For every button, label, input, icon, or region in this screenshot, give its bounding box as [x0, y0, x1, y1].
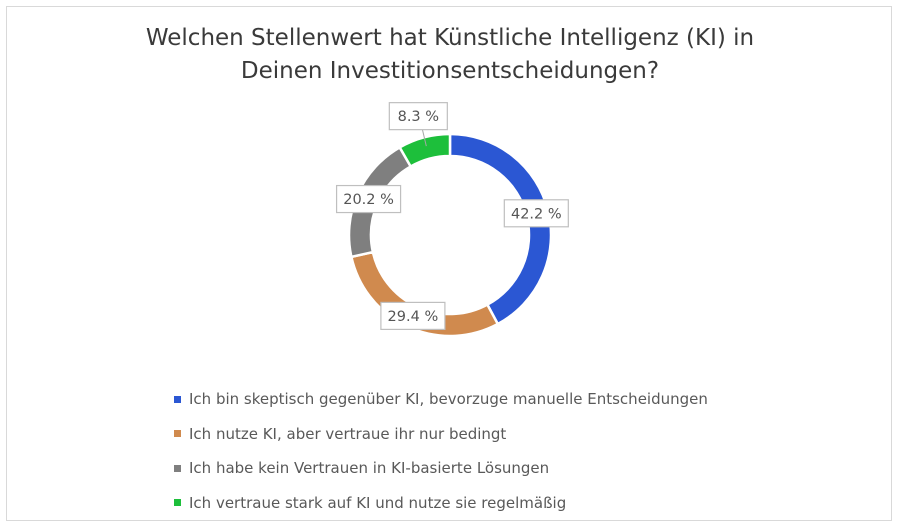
data-label: 20.2 %: [343, 192, 394, 208]
legend-label: Ich bin skeptisch gegenüber KI, bevorzug…: [189, 390, 708, 409]
legend-swatch: [174, 499, 181, 507]
legend-item: Ich nutze KI, aber vertraue ihr nur bedi…: [174, 417, 708, 452]
legend-label: Ich habe kein Vertrauen in KI-basierte L…: [189, 459, 550, 478]
legend-item: Ich habe kein Vertrauen in KI-basierte L…: [174, 451, 708, 486]
chart-frame: [6, 6, 892, 521]
legend-item: Ich vertraue stark auf KI und nutze sie …: [174, 486, 708, 521]
legend-swatch: [174, 395, 181, 403]
leader-line: [421, 129, 427, 147]
data-label: 29.4 %: [388, 309, 439, 325]
data-label-box: [388, 102, 448, 131]
data-label-box: [503, 199, 569, 228]
legend-label: Ich vertraue stark auf KI und nutze sie …: [189, 493, 567, 512]
legend-swatch: [174, 430, 181, 438]
chart-title: Welchen Stellenwert hat Künstliche Intel…: [0, 22, 900, 88]
legend-swatch: [174, 464, 181, 472]
data-label: 42.2 %: [511, 206, 562, 222]
legend-label: Ich nutze KI, aber vertraue ihr nur bedi…: [189, 424, 507, 443]
data-label: 8.3 %: [398, 109, 439, 125]
donut-slice: [448, 132, 553, 326]
donut-slice: [398, 132, 452, 169]
title-line-2: Deinen Investitionsentscheidungen?: [240, 58, 660, 84]
legend: Ich bin skeptisch gegenüber KI, bevorzug…: [174, 382, 708, 520]
legend-item: Ich bin skeptisch gegenüber KI, bevorzug…: [174, 382, 708, 417]
title-line-1: Welchen Stellenwert hat Künstliche Intel…: [145, 25, 755, 51]
data-label-box: [380, 301, 446, 330]
data-label-box: [335, 184, 402, 214]
